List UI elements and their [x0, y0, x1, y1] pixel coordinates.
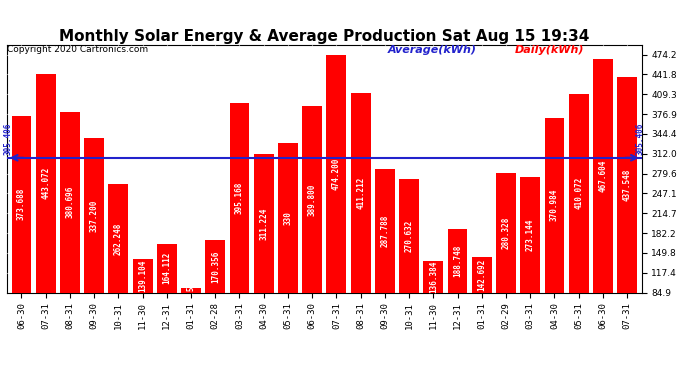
Text: 373.688: 373.688 — [17, 188, 26, 220]
Text: 389.800: 389.800 — [308, 183, 317, 216]
Text: 188.748: 188.748 — [453, 244, 462, 277]
Bar — [206, 240, 225, 292]
Text: Average(kWh): Average(kWh) — [388, 45, 477, 55]
Bar — [593, 58, 613, 292]
Text: 411.212: 411.212 — [356, 177, 365, 209]
Text: 92.564: 92.564 — [186, 276, 195, 304]
Bar — [108, 184, 128, 292]
Text: 139.104: 139.104 — [138, 260, 147, 292]
Bar — [544, 118, 564, 292]
Text: 467.604: 467.604 — [598, 159, 607, 192]
Bar — [618, 77, 637, 292]
Bar — [351, 93, 371, 292]
Bar — [424, 261, 443, 292]
Text: 410.072: 410.072 — [574, 177, 583, 209]
Text: 262.248: 262.248 — [114, 222, 123, 255]
Bar — [12, 116, 31, 292]
Text: 305.406: 305.406 — [3, 122, 12, 155]
Bar — [472, 257, 492, 292]
Bar — [254, 154, 274, 292]
Bar — [326, 55, 346, 292]
Text: 330: 330 — [284, 211, 293, 225]
Text: 136.384: 136.384 — [428, 261, 438, 293]
Text: 395.168: 395.168 — [235, 182, 244, 214]
Text: 437.548: 437.548 — [622, 169, 631, 201]
Text: 474.200: 474.200 — [332, 158, 341, 190]
Bar — [36, 74, 56, 292]
Bar — [132, 260, 152, 292]
Text: 164.112: 164.112 — [162, 252, 171, 285]
Bar — [230, 103, 249, 292]
Title: Monthly Solar Energy & Average Production Sat Aug 15 19:34: Monthly Solar Energy & Average Productio… — [59, 29, 589, 44]
Bar — [157, 244, 177, 292]
Bar — [181, 288, 201, 292]
Bar — [496, 173, 516, 292]
Text: 142.692: 142.692 — [477, 259, 486, 291]
Bar — [375, 168, 395, 292]
Bar — [278, 143, 298, 292]
Text: 380.696: 380.696 — [66, 186, 75, 218]
Bar — [448, 229, 468, 292]
Text: 270.632: 270.632 — [404, 220, 413, 252]
Bar — [302, 106, 322, 292]
Text: 311.224: 311.224 — [259, 207, 268, 240]
Bar — [400, 179, 419, 292]
Text: 370.984: 370.984 — [550, 189, 559, 221]
Text: 170.356: 170.356 — [210, 250, 220, 283]
Text: Copyright 2020 Cartronics.com: Copyright 2020 Cartronics.com — [7, 45, 148, 54]
Text: 287.788: 287.788 — [380, 214, 389, 247]
Text: 337.200: 337.200 — [90, 199, 99, 232]
Text: Daily(kWh): Daily(kWh) — [515, 45, 584, 55]
Text: 280.328: 280.328 — [502, 217, 511, 249]
Text: 443.072: 443.072 — [41, 167, 50, 199]
Text: 305.406: 305.406 — [636, 122, 645, 155]
Bar — [60, 112, 80, 292]
Bar — [569, 94, 589, 292]
Bar — [520, 177, 540, 292]
Bar — [84, 138, 104, 292]
Text: 273.144: 273.144 — [526, 219, 535, 251]
